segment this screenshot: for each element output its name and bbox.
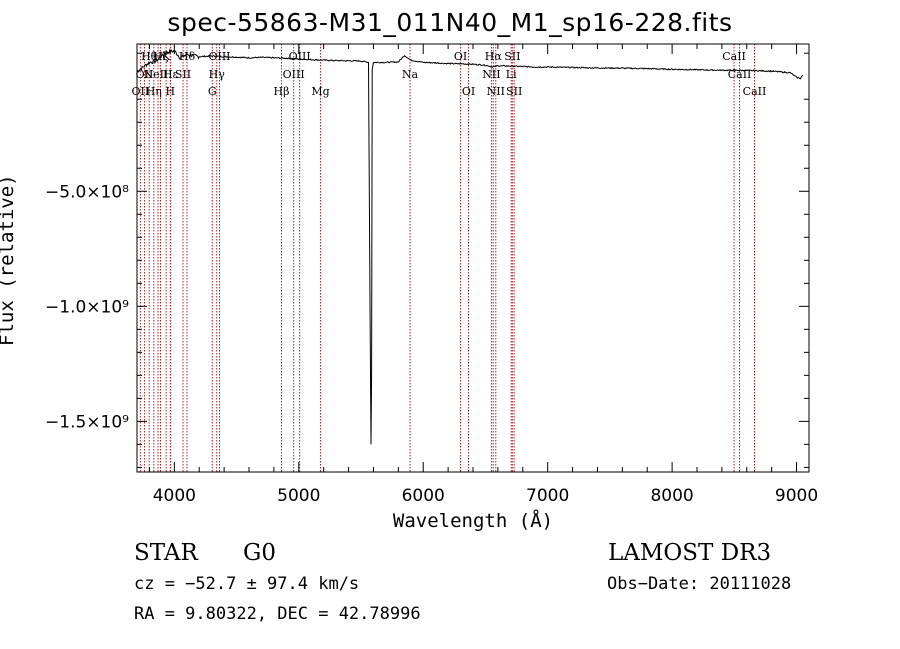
axis-ticks: 4000 5000 6000 7000 8000 9000 −5.0×10⁸ −1.0×10⁹… bbox=[45, 44, 818, 506]
line-label: Hθ bbox=[141, 50, 158, 63]
line-label: Mg bbox=[311, 85, 329, 98]
line-label: SII bbox=[506, 85, 522, 98]
line-label: OIII bbox=[289, 50, 311, 63]
y-tick-label: −1.0×10⁹ bbox=[45, 297, 129, 317]
line-markers bbox=[139, 44, 755, 472]
line-label: OII bbox=[136, 68, 154, 81]
x-tick-label: 9000 bbox=[775, 486, 818, 506]
object-class: STAR bbox=[134, 540, 198, 566]
line-label: NeIII bbox=[143, 68, 172, 81]
line-label: Hβ bbox=[274, 85, 290, 98]
line-label: G bbox=[208, 85, 217, 98]
line-label: NII bbox=[482, 68, 500, 81]
y-tick-label: −1.5×10⁹ bbox=[45, 412, 129, 432]
observation-date: Obs−Date: 20111028 bbox=[607, 574, 792, 594]
line-label: SII bbox=[175, 68, 191, 81]
line-label: OI bbox=[462, 85, 475, 98]
line-labels: OIIOIIHθHηNeIIIHζKHHεSIIHδGHγOIIIHβOIIIO… bbox=[132, 50, 767, 98]
line-label: NII bbox=[487, 85, 505, 98]
line-label: Hδ bbox=[179, 50, 196, 63]
x-tick-label: 6000 bbox=[402, 486, 445, 506]
line-label: Na bbox=[402, 68, 419, 81]
y-axis-label: Flux (relative) bbox=[0, 174, 18, 346]
spectrum-line bbox=[136, 48, 804, 445]
line-label: Hε bbox=[163, 68, 179, 81]
line-label: Hα bbox=[485, 50, 503, 63]
line-label: CaII bbox=[728, 68, 752, 81]
object-subclass: G0 bbox=[243, 540, 277, 566]
x-tick-label: 7000 bbox=[526, 486, 569, 506]
line-label: OIII bbox=[208, 50, 230, 63]
line-label: Hζ bbox=[153, 50, 169, 63]
line-label: H bbox=[166, 85, 176, 98]
y-tick-label: −5.0×10⁸ bbox=[45, 182, 129, 202]
line-label: K bbox=[162, 50, 171, 63]
line-label: CaII bbox=[743, 85, 767, 98]
x-tick-label: 8000 bbox=[650, 486, 693, 506]
line-label: CaII bbox=[722, 50, 746, 63]
x-axis-label: Wavelength (Å) bbox=[392, 510, 554, 532]
survey-name: LAMOST DR3 bbox=[608, 540, 772, 566]
chart-title: spec-55863-M31_011N40_M1_sp16-228.fits bbox=[167, 8, 733, 37]
plot-frame bbox=[136, 43, 810, 473]
line-label: Li bbox=[506, 68, 517, 81]
line-label: Hγ bbox=[209, 68, 226, 81]
ra-dec: RA = 9.80322, DEC = 42.78996 bbox=[134, 604, 421, 624]
line-label: OI bbox=[454, 50, 467, 63]
spectrum-layer bbox=[136, 48, 804, 445]
line-label: Hη bbox=[146, 85, 162, 98]
x-tick-label: 5000 bbox=[277, 486, 320, 506]
line-label: OII bbox=[132, 85, 150, 98]
line-label: OIII bbox=[283, 68, 305, 81]
x-tick-label: 4000 bbox=[153, 486, 196, 506]
redshift-cz: cz = −52.7 ± 97.4 km/s bbox=[134, 574, 360, 594]
line-label: SII bbox=[504, 50, 520, 63]
